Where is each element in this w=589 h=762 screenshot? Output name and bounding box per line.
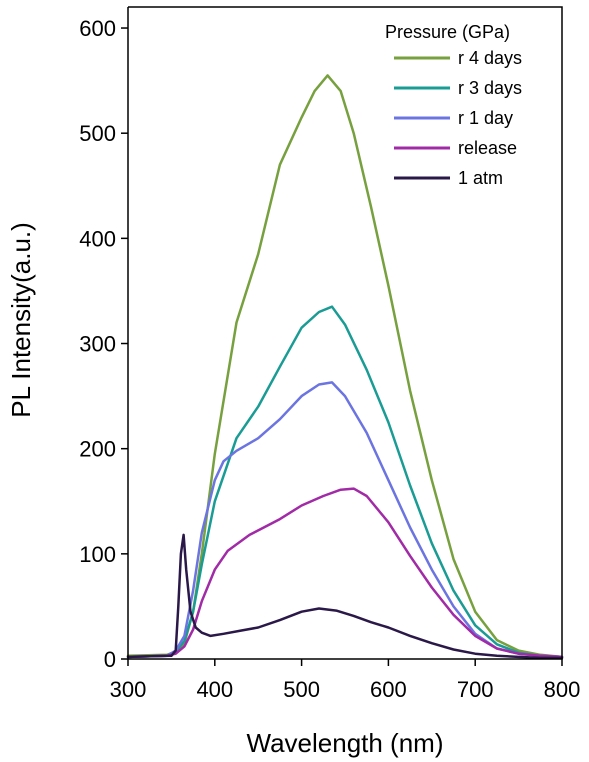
y-tick-label: 500	[79, 121, 116, 146]
legend-label-3: release	[458, 138, 517, 158]
series-line-2	[126, 381, 564, 659]
y-tick-label: 300	[79, 332, 116, 357]
x-tick-label: 800	[544, 677, 581, 702]
y-tick-label: 100	[79, 542, 116, 567]
legend-label-0: r 4 days	[458, 48, 522, 68]
legend-label-4: 1 atm	[458, 168, 503, 188]
series-line-4	[126, 533, 564, 660]
y-tick-label: 200	[79, 437, 116, 462]
series-line-3	[126, 487, 564, 659]
legend-label-1: r 3 days	[458, 78, 522, 98]
y-tick-label: 0	[104, 647, 116, 672]
x-tick-label: 400	[196, 677, 233, 702]
y-tick-label: 400	[79, 226, 116, 251]
x-tick-label: 300	[110, 677, 147, 702]
x-axis-title: Wavelength (nm)	[247, 728, 444, 758]
y-axis-title: PL Intensity(a.u.)	[6, 222, 36, 418]
legend: Pressure (GPa) r 4 days r 3 days r 1 day re…	[385, 22, 522, 188]
series-line-0	[126, 74, 564, 659]
legend-title: Pressure (GPa)	[385, 22, 510, 42]
x-tick-label: 600	[370, 677, 407, 702]
legend-label-2: r 1 day	[458, 108, 513, 128]
tick-labels: 300 400 500 600 700 800 0 100 200 300 400 500 600	[79, 16, 580, 702]
x-tick-label: 700	[457, 677, 494, 702]
y-tick-label: 600	[79, 16, 116, 41]
plot-area	[126, 74, 564, 660]
x-tick-label: 500	[283, 677, 320, 702]
tick-marks	[121, 27, 563, 666]
